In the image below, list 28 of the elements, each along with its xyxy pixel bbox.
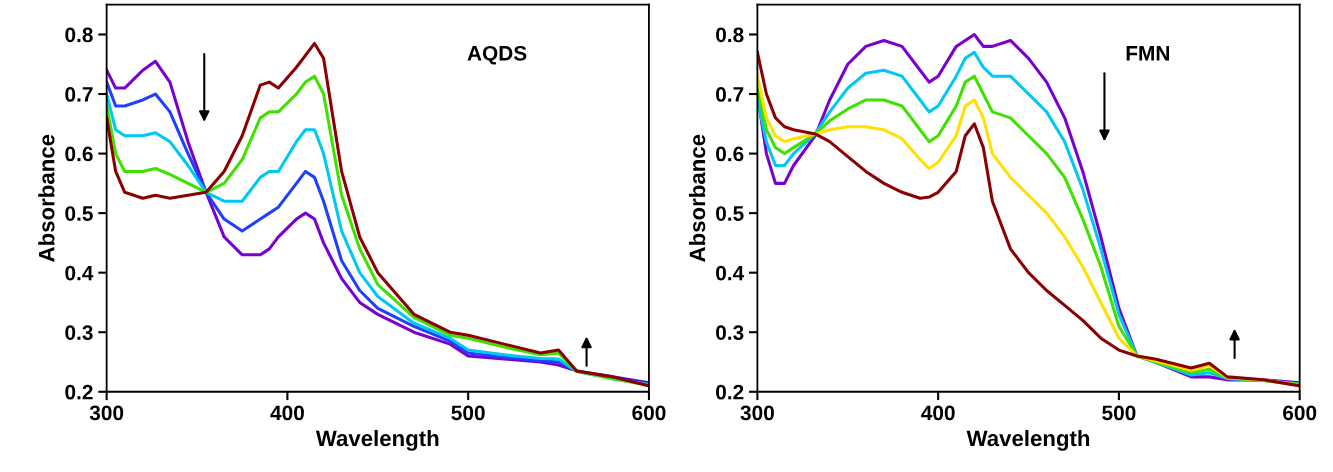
y-axis-title: Absorbance <box>38 134 55 262</box>
x-tick-label: 300 <box>89 405 124 421</box>
y-tick-label: 0.5 <box>65 206 93 221</box>
y-axis-title: Absorbance <box>688 134 706 262</box>
y-tick-label: 0.4 <box>716 265 745 281</box>
annotation: FMN <box>1126 46 1169 61</box>
annotation: AQDS <box>467 45 527 65</box>
y-tick-label: 0.2 <box>65 384 93 400</box>
y-tick-label: 0.4 <box>65 265 94 281</box>
y-tick-label: 0.6 <box>65 146 93 162</box>
y-tick-label: 0.3 <box>716 325 744 340</box>
y-tick-label: 0.2 <box>716 384 744 400</box>
y-tick-label: 0.8 <box>716 27 744 43</box>
y-tick-label: 0.7 <box>716 87 744 102</box>
x-tick-label: 400 <box>921 405 955 421</box>
x-tick-label: 600 <box>632 405 666 421</box>
x-axis-title: Wavelength <box>966 429 1090 451</box>
x-tick-label: 600 <box>1283 405 1317 421</box>
x-axis-title: Wavelength <box>315 429 439 451</box>
y-tick-label: 0.8 <box>65 27 93 43</box>
y-tick-label: 0.7 <box>65 87 93 102</box>
x-tick-label: 300 <box>740 405 774 421</box>
y-tick-label: 0.5 <box>716 206 744 221</box>
x-tick-label: 500 <box>451 405 485 421</box>
x-tick-label: 500 <box>1102 405 1136 421</box>
y-tick-label: 0.6 <box>716 146 744 162</box>
y-tick-label: 0.3 <box>65 325 93 340</box>
x-tick-label: 400 <box>270 405 304 421</box>
